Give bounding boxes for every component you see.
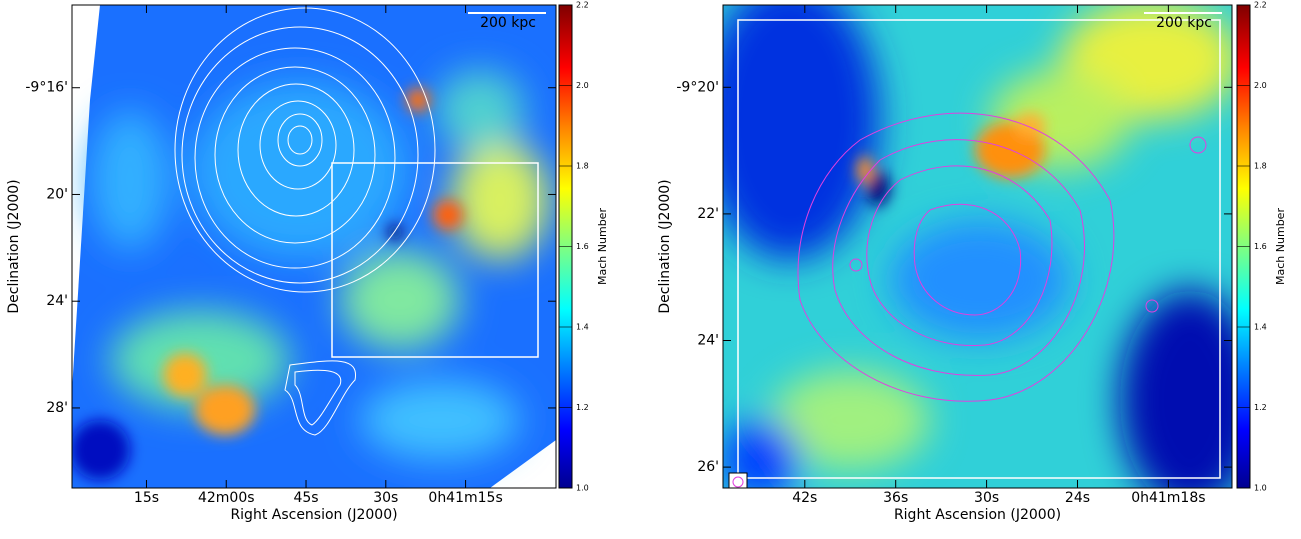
scale-bar-label: 200 kpc xyxy=(480,15,536,31)
x-tick-label: 36s xyxy=(883,490,908,506)
y-axis-label: Declination (J2000) xyxy=(657,179,673,313)
colorbar-tick-label: 1.2 xyxy=(1254,403,1267,412)
plot-frame xyxy=(722,4,1233,489)
colorbar-tick-label: 1.0 xyxy=(1254,484,1267,493)
plot-frame xyxy=(71,4,557,489)
y-axis-label: Declination (J2000) xyxy=(6,179,22,313)
y-tick-label: -9°20' xyxy=(676,79,719,95)
x-tick-label: 42s xyxy=(792,490,817,506)
colorbar-tick-label: 2.0 xyxy=(1254,81,1267,90)
colorbar-tick-label: 1.8 xyxy=(576,162,589,171)
x-tick-label: 24s xyxy=(1065,490,1090,506)
colorbar-tick-label: 2.0 xyxy=(576,81,589,90)
scale-bar-label: 200 kpc xyxy=(1156,15,1212,31)
colorbar-label: Mach Number xyxy=(596,208,609,285)
colorbar-tick-label: 2.2 xyxy=(1254,1,1267,10)
x-tick-label: 0h41m18s xyxy=(1131,490,1205,506)
y-tick-label: 28' xyxy=(46,400,68,416)
colorbar-tick-label: 1.2 xyxy=(576,403,589,412)
x-tick-label: 30s xyxy=(974,490,999,506)
x-axis-label: Right Ascension (J2000) xyxy=(894,507,1061,523)
colorbar-tick-label: 1.4 xyxy=(1254,323,1267,332)
y-tick-label: 24' xyxy=(697,333,719,349)
colorbar-tick-label: 1.6 xyxy=(1254,242,1267,251)
y-tick-label: 24' xyxy=(46,293,68,309)
colorbar-tick-label: 1.6 xyxy=(576,242,589,251)
colorbar-tick-label: 1.0 xyxy=(576,484,589,493)
y-tick-label: 26' xyxy=(697,459,719,475)
x-tick-label: 45s xyxy=(293,490,318,506)
colorbar-label: Mach Number xyxy=(1274,208,1287,285)
y-tick-label: 20' xyxy=(46,186,68,202)
x-tick-label: 42m00s xyxy=(198,490,255,506)
y-tick-label: 22' xyxy=(697,206,719,222)
y-tick-label: -9°16' xyxy=(25,80,68,96)
x-tick-label: 30s xyxy=(373,490,398,506)
mach-map xyxy=(723,5,1232,488)
colorbar-tick-label: 1.4 xyxy=(576,323,589,332)
x-axis-label: Right Ascension (J2000) xyxy=(230,507,397,523)
x-tick-label: 15s xyxy=(134,490,159,506)
mach-map xyxy=(72,5,556,488)
colorbar-tick-label: 1.8 xyxy=(1254,162,1267,171)
colorbar-tick-label: 2.2 xyxy=(576,1,589,10)
x-tick-label: 0h41m15s xyxy=(428,490,502,506)
